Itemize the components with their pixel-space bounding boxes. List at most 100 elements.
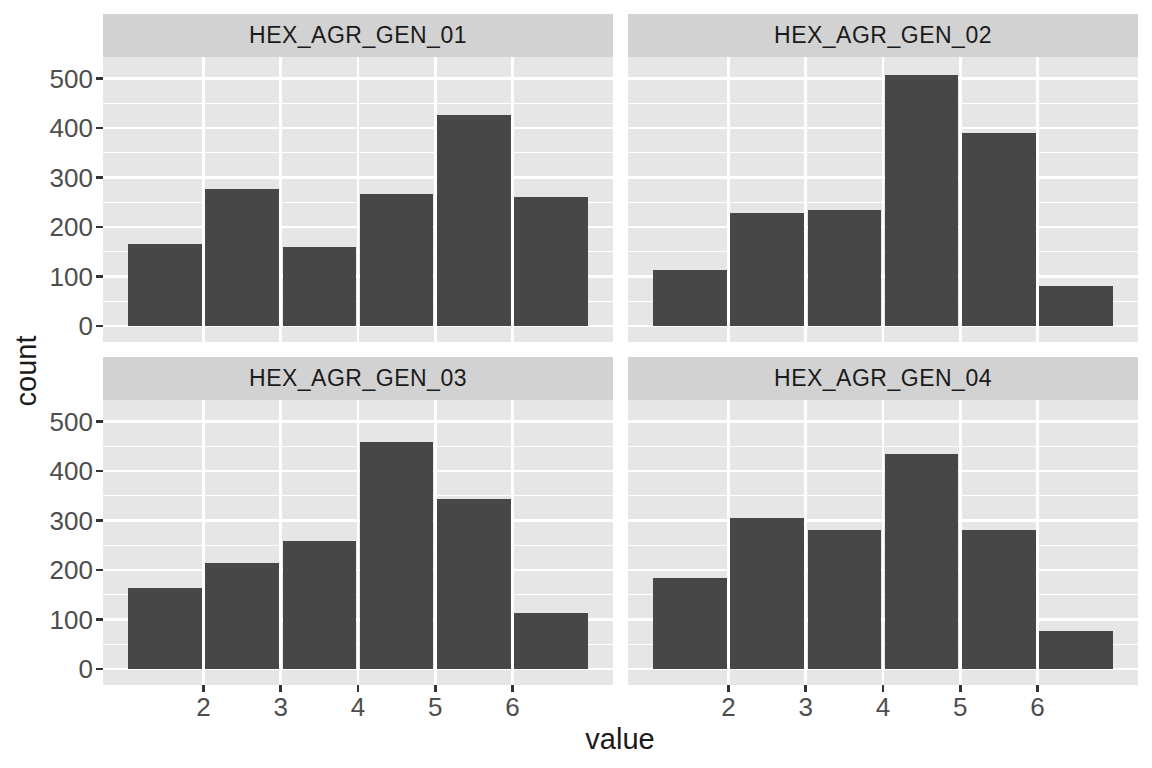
histogram-bar — [1039, 631, 1112, 669]
facet-strip: HEX_AGR_GEN_01 — [103, 14, 613, 57]
x-axis-tick-label: 2 — [688, 694, 768, 720]
histogram-bar — [514, 613, 587, 669]
histogram-bar — [730, 518, 803, 669]
histogram-bar — [885, 75, 958, 326]
histogram-bar — [514, 197, 587, 326]
gridline-major-x — [804, 57, 807, 342]
histogram-bar — [360, 194, 433, 326]
gridline-major-x — [804, 400, 807, 685]
histogram-bar — [1039, 286, 1112, 326]
gridline-major-x — [202, 57, 205, 342]
x-axis-tick-label: 4 — [318, 694, 398, 720]
y-axis-tick — [96, 569, 103, 572]
gridline-major-x — [202, 400, 205, 685]
x-axis-tick-label: 4 — [843, 694, 923, 720]
x-axis-tick-label: 3 — [241, 694, 321, 720]
histogram-bar — [962, 133, 1035, 326]
y-axis-tick — [96, 420, 103, 423]
gridline-major-x — [1036, 400, 1039, 685]
x-axis-tick-label: 3 — [766, 694, 846, 720]
facet-strip-label: HEX_AGR_GEN_04 — [774, 365, 992, 392]
facet-strip-label: HEX_AGR_GEN_01 — [249, 22, 467, 49]
y-axis-tick — [96, 519, 103, 522]
x-axis-tick — [882, 685, 885, 692]
histogram-bar — [808, 210, 881, 326]
gridline-major-x — [959, 57, 962, 342]
y-axis-tick — [96, 668, 103, 671]
x-axis-tick — [434, 685, 437, 692]
facet-panel — [103, 400, 613, 685]
gridline-major-x — [1036, 57, 1039, 342]
y-axis-tick — [96, 325, 103, 328]
y-axis-tick — [96, 618, 103, 621]
y-axis-tick-label: 100 — [29, 264, 93, 290]
facet-strip: HEX_AGR_GEN_03 — [103, 357, 613, 400]
facet-strip: HEX_AGR_GEN_04 — [628, 357, 1138, 400]
facet-panel — [628, 57, 1138, 342]
gridline-major-x — [434, 400, 437, 685]
gridline-major-x — [279, 400, 282, 685]
y-axis-tick-label: 0 — [29, 313, 93, 339]
histogram-bar — [205, 563, 278, 669]
x-axis-tick-label: 2 — [163, 694, 243, 720]
gridline-major-x — [727, 400, 730, 685]
gridline-major-x — [357, 400, 360, 685]
gridline-major-x — [279, 57, 282, 342]
y-axis-tick-label: 100 — [29, 607, 93, 633]
y-axis-tick — [96, 127, 103, 130]
x-axis-tick-label: 6 — [998, 694, 1078, 720]
gridline-major-x — [434, 57, 437, 342]
y-axis-tick-label: 500 — [29, 66, 93, 92]
histogram-bar — [437, 115, 510, 326]
y-axis-tick-label: 200 — [29, 214, 93, 240]
y-axis-tick-label: 400 — [29, 115, 93, 141]
histogram-bar — [283, 247, 356, 326]
facet-strip-label: HEX_AGR_GEN_03 — [249, 365, 467, 392]
histogram-bar — [808, 530, 881, 669]
x-axis-title: value — [556, 723, 684, 755]
histogram-bar — [885, 454, 958, 669]
x-axis-tick — [727, 685, 730, 692]
x-axis-tick — [357, 685, 360, 692]
histogram-bar — [653, 270, 726, 326]
x-axis-tick-label: 5 — [920, 694, 1000, 720]
x-axis-tick — [511, 685, 514, 692]
y-axis-tick — [96, 176, 103, 179]
gridline-major-x — [727, 57, 730, 342]
y-axis-tick — [96, 77, 103, 80]
histogram-bar — [730, 213, 803, 326]
y-axis-tick — [96, 275, 103, 278]
x-axis-tick — [279, 685, 282, 692]
histogram-bar — [962, 530, 1035, 669]
y-axis-tick — [96, 226, 103, 229]
gridline-major-x — [357, 57, 360, 342]
y-axis-tick-label: 500 — [29, 409, 93, 435]
facet-strip: HEX_AGR_GEN_02 — [628, 14, 1138, 57]
y-axis-tick-label: 300 — [29, 508, 93, 534]
histogram-bar — [128, 244, 201, 326]
gridline-major-x — [882, 57, 885, 342]
facet-panel — [103, 57, 613, 342]
gridline-major-x — [959, 400, 962, 685]
y-axis-tick-label: 400 — [29, 458, 93, 484]
x-axis-tick-label: 5 — [395, 694, 475, 720]
histogram-bar — [283, 541, 356, 669]
y-axis-tick-label: 300 — [29, 165, 93, 191]
histogram-bar — [653, 578, 726, 669]
x-axis-tick — [202, 685, 205, 692]
faceted-histogram-figure: count value HEX_AGR_GEN_01 HEX_AGR_GEN_0… — [0, 0, 1152, 768]
histogram-bar — [437, 499, 510, 669]
facet-panel — [628, 400, 1138, 685]
gridline-major-x — [511, 400, 514, 685]
x-axis-tick — [959, 685, 962, 692]
gridline-major-x — [882, 400, 885, 685]
histogram-bar — [128, 588, 201, 669]
x-axis-tick — [804, 685, 807, 692]
gridline-major-x — [511, 57, 514, 342]
histogram-bar — [360, 442, 433, 669]
y-axis-tick — [96, 470, 103, 473]
x-axis-tick — [1036, 685, 1039, 692]
facet-strip-label: HEX_AGR_GEN_02 — [774, 22, 992, 49]
x-axis-tick-label: 6 — [473, 694, 553, 720]
y-axis-tick-label: 200 — [29, 557, 93, 583]
